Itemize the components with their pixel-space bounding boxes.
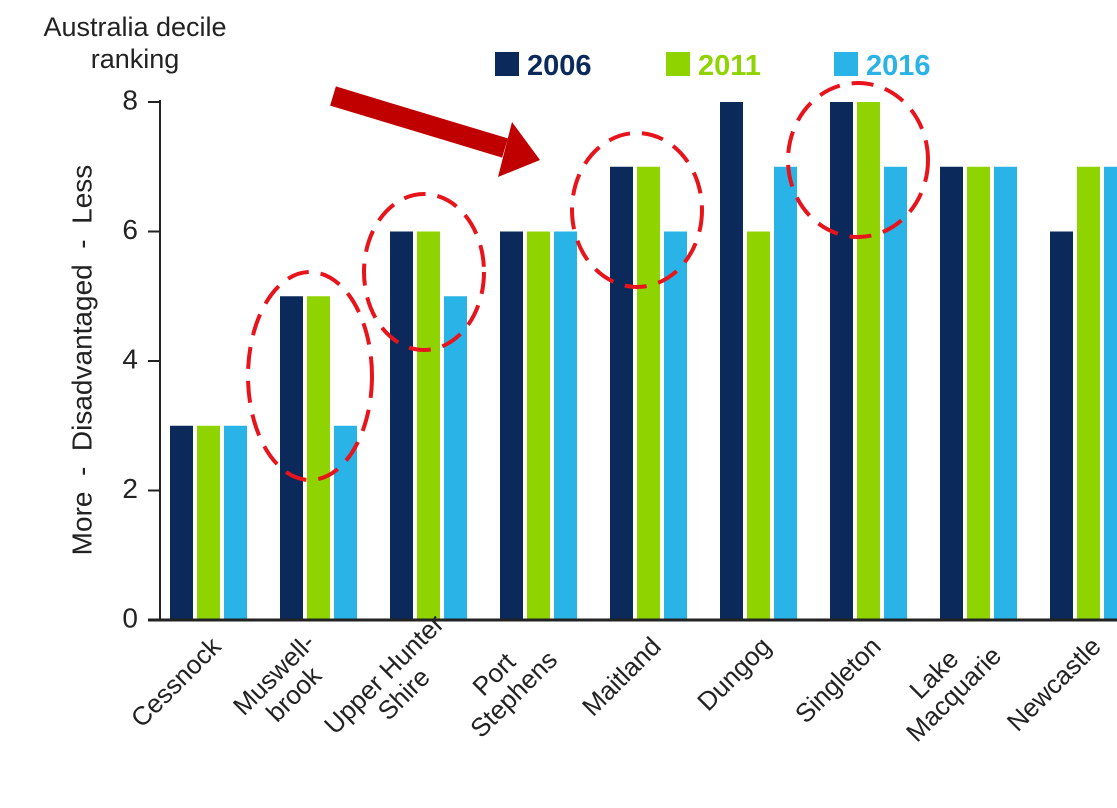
text-line: Newcastle [1001,631,1107,737]
legend-label: 2016 [866,50,931,82]
y-tick-label: 0 [122,602,138,633]
bar [610,166,633,620]
arrow-head [498,122,540,177]
text-line: Dungog [691,631,777,717]
bar [747,231,770,620]
bar [334,425,357,620]
highlight-ellipse [246,270,374,482]
text-line: Upper Hunter [318,608,450,740]
y-axis-title: Australia decile ranking [43,12,226,74]
highlight-ellipse [570,131,704,289]
bar [527,231,550,620]
x-tick-label: Dungog [691,631,777,717]
bar [280,296,303,620]
legend-swatch [666,52,690,76]
x-tick-label: Cessnock [125,630,228,733]
bar [774,166,797,620]
bars [170,102,1117,620]
bar [857,102,880,620]
highlight-ellipse [362,192,486,352]
y-tick-label: 4 [122,343,138,374]
bar [307,296,330,620]
x-tick-label: Upper HunterShire [318,608,470,760]
y-tick-label: 2 [122,473,138,504]
bar [1050,231,1073,620]
bar [170,425,193,620]
annotations [246,81,930,482]
arrow-shaft [330,86,508,158]
highlight-ellipse [786,81,930,239]
legend-swatch [495,52,519,76]
bar [1104,166,1117,620]
text-line: Cessnock [125,630,228,733]
bar [444,296,467,620]
bar [1077,166,1100,620]
bar [720,102,743,620]
x-tick-label: Newcastle [1001,631,1107,737]
x-tick-label: PortStephens [444,625,563,744]
bar [830,102,853,620]
bar [417,231,440,620]
text-line: ranking [91,44,180,74]
bar [197,425,220,620]
bar [967,166,990,620]
x-tick-label: LakeMacquarie [880,621,1007,748]
y-tick-label: 8 [122,84,138,115]
bar [637,166,660,620]
legend-label: 2006 [527,50,592,82]
y-tick-label: 6 [122,214,138,245]
text-line: Australia decile [43,12,226,42]
bar [664,231,687,620]
bar [500,231,523,620]
text-line: Singleton [789,631,887,729]
legend-swatch [834,52,858,76]
legend-label: 2011 [698,50,761,82]
y-axis-label: More - Disadvantaged - Less [66,165,97,556]
bar [940,166,963,620]
bar [224,425,247,620]
bar [994,166,1017,620]
bar [554,231,577,620]
text-line: Maitland [576,631,667,722]
bar [390,231,413,620]
x-tick-label: Maitland [576,631,667,722]
x-tick-label: Singleton [789,631,887,729]
bar [884,166,907,620]
arrow [330,86,540,177]
